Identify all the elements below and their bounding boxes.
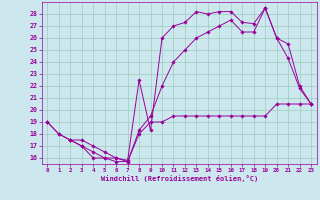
X-axis label: Windchill (Refroidissement éolien,°C): Windchill (Refroidissement éolien,°C) [100,175,258,182]
